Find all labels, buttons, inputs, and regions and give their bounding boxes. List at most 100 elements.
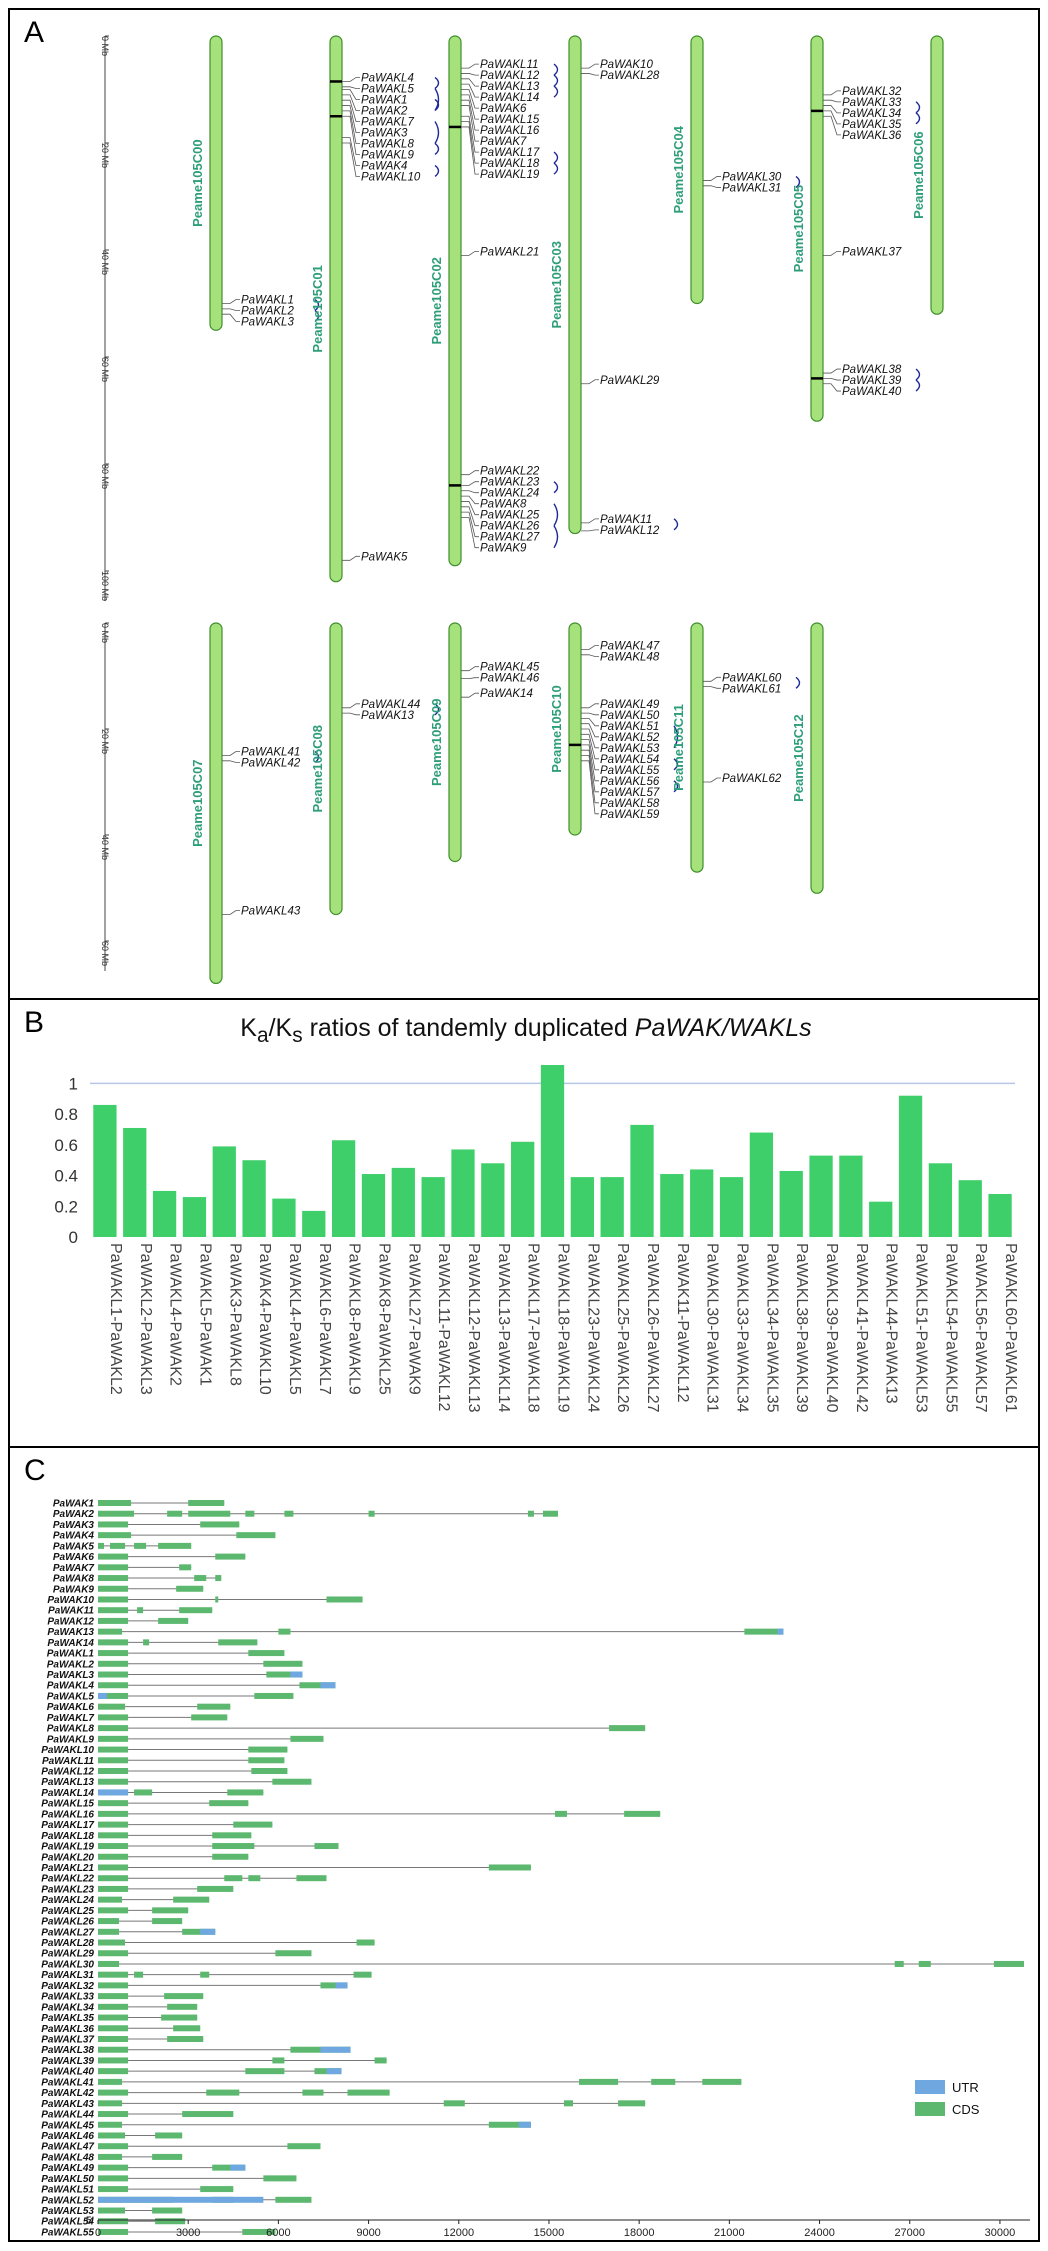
tandem-bracket [553,162,559,175]
gene-label: PaWAKL43 [241,906,301,918]
gene-label: PaWAKL34 [842,108,901,120]
panel-a-label: A [24,16,45,49]
chromosome-label: Peame105C12 [791,714,806,801]
x-tick-label: 6000 [266,2227,290,2238]
y-tick-label: 0.2 [54,1197,78,1216]
bar [898,1095,923,1237]
panel-b-label: B [24,1006,45,1039]
gene-structure-label: PaWAKL23 [41,1884,94,1895]
cds-block [296,1875,327,1882]
gene-leader-line [461,481,479,486]
panel-b-kaks-chart: B Ka/Ks ratios of tandemly duplicated Pa… [8,1000,1040,1448]
axis-start-label: 5' [86,2215,94,2227]
gene-label: PaWAKL45 [480,662,540,674]
cds-block [275,2196,312,2203]
cds-block [993,1960,1024,1967]
gene-leader-line [823,115,841,136]
cds-block [278,1628,291,1635]
cds-block [152,2153,183,2160]
chromosome-label: Peame105C06 [911,131,926,218]
gene-leader-line [342,110,360,144]
gene-leader-line [461,501,479,516]
gene-structure-label: PaWAK2 [53,1509,95,1520]
gene-structure-label: PaWAKL39 [41,2056,94,2067]
tandem-bracket [673,758,679,771]
chromosome-bar [329,35,343,583]
cds-block [98,1982,129,1989]
gene-label: PaWAKL9 [361,149,414,161]
chromosome-bar [810,622,824,894]
bar [152,1190,177,1237]
gene-structure-label: PaWAKL25 [41,1906,94,1917]
cds-block [167,2036,204,2042]
cds-block [188,1510,231,1517]
gene-structure-label: PaWAKL9 [47,1734,95,1745]
tandem-bracket [434,142,440,156]
cds-block [98,1864,129,1871]
gene-leader-line [703,686,721,689]
utr-block [320,1682,336,1689]
gene-leader-line [342,137,360,166]
gene-leader-line [703,676,721,682]
gene-leader-line [581,73,599,76]
cds-block [194,1575,207,1582]
gene-leader-line [342,94,360,111]
cds-block [245,1510,255,1517]
gene-label: PaWAK13 [361,710,414,722]
cds-block [134,1542,147,1549]
cds-block [290,1735,324,1742]
cds-block [152,1907,189,1914]
gene-label: PaWAKL46 [480,673,540,685]
cds-block [98,2218,129,2225]
cds-block [374,2057,387,2064]
gene-structure-label: PaWAKL20 [41,1852,94,1863]
gene-structure-label: PaWAKL8 [47,1724,95,1735]
gene-structure-label: PaWAKL53 [41,2206,94,2217]
tandem-bracket [434,164,440,178]
gene-structure-label: PaWAK14 [47,1638,94,1649]
gene-leader-line [461,115,479,153]
gene-leader-line [581,518,599,524]
scale-tick-label: 0 Mb [100,36,110,56]
cds-block [98,2057,129,2064]
tandem-bracket [434,703,440,716]
chromosome-bar [690,622,704,873]
cds-block [98,1692,129,1699]
gene-structure-label: PaWAKL13 [41,1777,94,1788]
cds-block [744,1628,784,1635]
tandem-bracket [314,309,320,323]
tandem-bracket [553,503,559,527]
chromosome-label: Peame105C04 [671,125,686,213]
gene-leader-line [461,511,479,538]
legend-swatch [915,2080,945,2094]
gene-label: PaWAKL40 [842,386,902,398]
chromosome-map-svg: 0 Mb 20 Mb 40 Mb 60 Mb 80 Mb 100 Mb Peame105C0… [100,35,944,984]
chromosome-label: Peame105C11 [671,704,686,791]
chromosome-label: Peame105C02 [429,257,444,344]
cds-block [179,1564,192,1571]
cds-block [215,1553,246,1560]
gene-leader-line [342,115,360,155]
cds-block [98,1542,105,1549]
gene-leader-line [581,63,599,69]
gene-structure-label: PaWAKL50 [41,2174,94,2185]
x-category-label: PaWAKL26-PaWAKL27 [644,1243,661,1413]
chromosome-label: Peame105C00 [190,139,205,226]
cds-block [299,1682,336,1689]
cds-block [320,1982,348,1989]
cds-block [98,1682,129,1689]
cds-block [353,1971,372,1978]
cds-block [152,1918,183,1925]
gene-label: PaWAK14 [480,688,533,700]
gene-label: PaWAKL29 [600,375,660,387]
cds-block [197,1885,234,1892]
gene-structure-label: PaWAKL40 [41,2067,94,2078]
bar [242,1160,266,1237]
gene-label: PaWAKL47 [600,641,660,653]
cds-block [609,1725,646,1732]
utr-block [98,1789,129,1796]
tandem-bracket [795,175,801,189]
y-tick-label: 0.8 [54,1105,78,1124]
gene-label: PaWAKL35 [842,119,902,131]
cds-block [98,1575,129,1582]
